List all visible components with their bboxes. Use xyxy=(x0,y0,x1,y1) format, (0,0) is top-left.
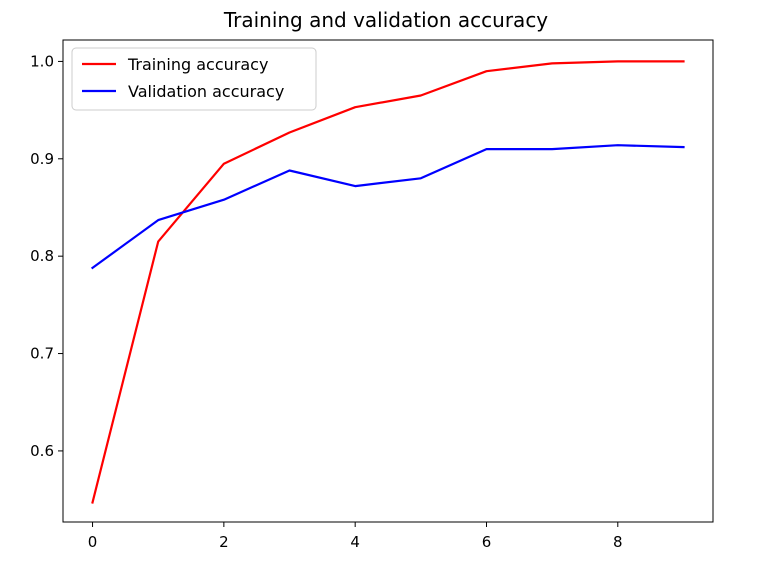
legend-box xyxy=(71,47,317,111)
axes: 0 2 4 6 8 0.6 0.7 0.8 0.9 1.0 xyxy=(30,39,714,551)
x-tick-label: 6 xyxy=(482,533,492,551)
x-tick-label: 0 xyxy=(88,533,98,551)
legend-label-training: Training accuracy xyxy=(127,55,268,74)
y-tick-label: 0.9 xyxy=(30,150,54,168)
x-tick-label: 4 xyxy=(350,533,360,551)
y-tick-label: 0.6 xyxy=(30,442,54,460)
legend: Training accuracy Validation accuracy xyxy=(71,47,317,111)
series-line-validation xyxy=(90,144,685,270)
plot-area xyxy=(90,60,685,504)
chart-title: Training and validation accuracy xyxy=(223,8,548,32)
y-tick-label: 0.7 xyxy=(30,345,54,363)
y-tick-label: 1.0 xyxy=(30,52,54,70)
y-tick-label: 0.8 xyxy=(30,247,54,265)
plot-frame xyxy=(62,39,714,523)
legend-label-validation: Validation accuracy xyxy=(128,82,284,101)
x-tick-label: 2 xyxy=(219,533,229,551)
series-line-training xyxy=(91,60,685,504)
x-tick-label: 8 xyxy=(613,533,623,551)
